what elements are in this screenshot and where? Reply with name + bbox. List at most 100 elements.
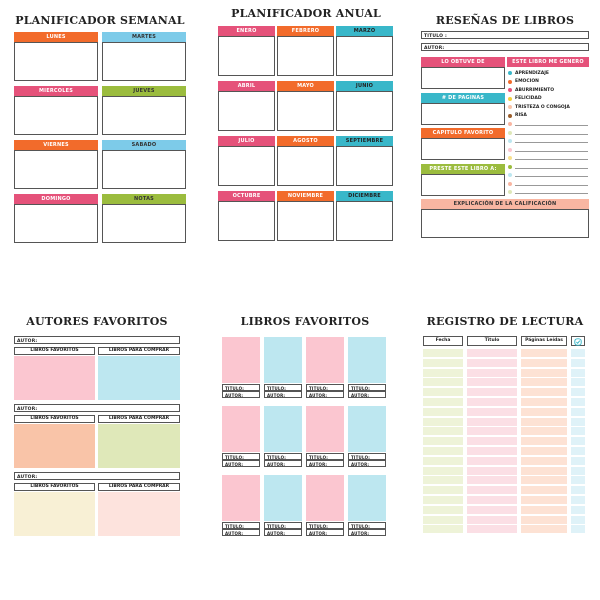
- log-check-cell[interactable]: [571, 437, 585, 446]
- book-cover-area[interactable]: [264, 475, 302, 521]
- favorite-books-area[interactable]: [14, 492, 95, 536]
- log-check-cell[interactable]: [571, 368, 585, 377]
- log-title-cell[interactable]: [467, 456, 517, 465]
- log-date-cell[interactable]: [423, 378, 463, 387]
- weekday-box[interactable]: [14, 204, 98, 243]
- book-title-field[interactable]: TITULO:: [348, 384, 386, 391]
- log-title-cell[interactable]: [467, 437, 517, 446]
- lent-to-box[interactable]: [421, 174, 505, 196]
- log-pages-cell[interactable]: [521, 447, 567, 455]
- author-name-field[interactable]: AUTOR:: [14, 336, 180, 344]
- log-title-cell[interactable]: [467, 417, 517, 426]
- log-check-cell[interactable]: [571, 358, 585, 367]
- log-pages-cell[interactable]: [521, 466, 567, 475]
- log-date-cell[interactable]: [423, 505, 463, 514]
- rating-dot-icon[interactable]: [508, 164, 512, 169]
- month-box[interactable]: [336, 91, 393, 131]
- log-pages-cell[interactable]: [521, 398, 567, 406]
- obtained-from-box[interactable]: [421, 67, 505, 89]
- book-author-field[interactable]: AUTOR:: [348, 460, 386, 467]
- log-check-cell[interactable]: [571, 456, 585, 465]
- favorite-books-area[interactable]: [14, 356, 95, 400]
- book-title-field[interactable]: TITULO:: [222, 384, 260, 391]
- log-check-cell[interactable]: [571, 398, 585, 406]
- book-title-field[interactable]: TITULO:: [264, 522, 302, 529]
- weekday-box[interactable]: [14, 150, 98, 189]
- log-title-cell[interactable]: [467, 496, 517, 504]
- book-author-field[interactable]: AUTOR:: [306, 460, 344, 467]
- author-name-field[interactable]: AUTOR:: [14, 472, 180, 480]
- book-author-field[interactable]: AUTOR:: [306, 391, 344, 398]
- log-check-cell[interactable]: [571, 417, 585, 426]
- log-check-cell[interactable]: [571, 447, 585, 455]
- rating-dot-icon[interactable]: [508, 147, 512, 152]
- log-check-cell[interactable]: [571, 496, 585, 504]
- book-author-field[interactable]: AUTOR:: [264, 529, 302, 536]
- rating-explanation-box[interactable]: [421, 209, 589, 238]
- book-title-field[interactable]: TITULO:: [264, 384, 302, 391]
- author-name-field[interactable]: AUTOR:: [14, 404, 180, 412]
- review-title-field[interactable]: TITULO :: [421, 31, 589, 39]
- rating-dot-icon[interactable]: [508, 173, 512, 177]
- log-pages-cell[interactable]: [521, 358, 567, 367]
- book-cover-area[interactable]: [264, 406, 302, 452]
- book-author-field[interactable]: AUTOR:: [306, 529, 344, 536]
- log-title-cell[interactable]: [467, 358, 517, 367]
- log-pages-cell[interactable]: [521, 515, 567, 524]
- log-pages-cell[interactable]: [521, 388, 567, 397]
- favorite-books-area[interactable]: [14, 424, 95, 468]
- log-date-cell[interactable]: [423, 427, 463, 436]
- month-box[interactable]: [277, 201, 334, 241]
- log-date-cell[interactable]: [423, 525, 463, 534]
- log-date-cell[interactable]: [423, 456, 463, 465]
- book-cover-area[interactable]: [348, 475, 386, 521]
- log-check-cell[interactable]: [571, 525, 585, 534]
- weekday-box[interactable]: [102, 150, 186, 189]
- log-date-cell[interactable]: [423, 466, 463, 475]
- month-box[interactable]: [218, 36, 275, 76]
- log-title-cell[interactable]: [467, 398, 517, 406]
- log-title-cell[interactable]: [467, 378, 517, 387]
- weekday-box[interactable]: [102, 96, 186, 135]
- month-box[interactable]: [277, 91, 334, 131]
- log-pages-cell[interactable]: [521, 525, 567, 534]
- log-date-cell[interactable]: [423, 398, 463, 406]
- log-date-cell[interactable]: [423, 368, 463, 377]
- log-date-cell[interactable]: [423, 417, 463, 426]
- rating-dot-icon[interactable]: [508, 156, 512, 160]
- book-title-field[interactable]: TITULO:: [348, 522, 386, 529]
- log-pages-cell[interactable]: [521, 476, 567, 485]
- books-to-buy-area[interactable]: [98, 424, 180, 468]
- book-title-field[interactable]: TITULO:: [264, 453, 302, 460]
- log-title-cell[interactable]: [467, 407, 517, 416]
- month-box[interactable]: [218, 201, 275, 241]
- log-pages-cell[interactable]: [521, 486, 567, 495]
- log-title-cell[interactable]: [467, 368, 517, 377]
- log-date-cell[interactable]: [423, 349, 463, 357]
- month-box[interactable]: [277, 146, 334, 186]
- book-title-field[interactable]: TITULO:: [222, 522, 260, 529]
- log-date-cell[interactable]: [423, 476, 463, 485]
- page-count-box[interactable]: [421, 103, 505, 125]
- book-cover-area[interactable]: [306, 406, 344, 452]
- book-title-field[interactable]: TITULO:: [306, 384, 344, 391]
- book-author-field[interactable]: AUTOR:: [222, 460, 260, 467]
- log-pages-cell[interactable]: [521, 407, 567, 416]
- rating-dot-icon[interactable]: [508, 122, 512, 126]
- log-date-cell[interactable]: [423, 447, 463, 455]
- book-author-field[interactable]: AUTOR:: [222, 391, 260, 398]
- log-pages-cell[interactable]: [521, 349, 567, 357]
- rating-dot-icon[interactable]: [508, 190, 512, 194]
- log-pages-cell[interactable]: [521, 368, 567, 377]
- rating-dot-icon[interactable]: [508, 130, 512, 135]
- log-title-cell[interactable]: [467, 486, 517, 495]
- log-check-cell[interactable]: [571, 486, 585, 495]
- book-author-field[interactable]: AUTOR:: [348, 529, 386, 536]
- month-box[interactable]: [336, 201, 393, 241]
- log-check-cell[interactable]: [571, 388, 585, 397]
- month-box[interactable]: [218, 146, 275, 186]
- log-title-cell[interactable]: [467, 466, 517, 475]
- month-box[interactable]: [336, 36, 393, 76]
- book-author-field[interactable]: AUTOR:: [264, 391, 302, 398]
- log-pages-cell[interactable]: [521, 456, 567, 465]
